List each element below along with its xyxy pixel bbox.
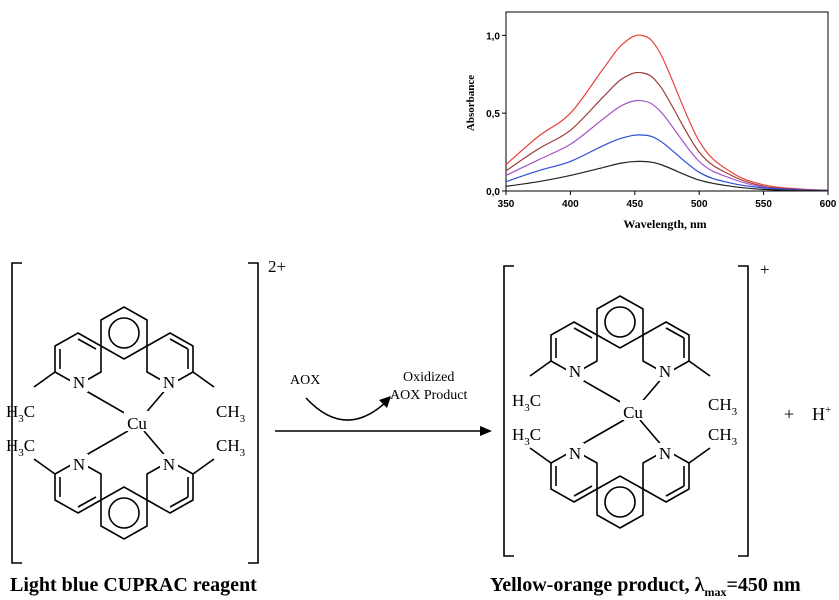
n-atom: N xyxy=(659,362,671,381)
series-line-2 xyxy=(505,71,829,191)
methyl-label: CH3 xyxy=(216,436,246,459)
reaction-arrow-group: AOX Oxidized AOX Product xyxy=(275,370,492,436)
ligand-upper xyxy=(529,295,711,405)
oxidized-label-1: Oxidized xyxy=(403,370,454,385)
y-tick-label: 1,0 xyxy=(486,31,500,42)
methyl-label: H3C xyxy=(512,391,541,414)
x-tick-label: 350 xyxy=(498,199,515,210)
right-caption: Yellow-orange product, λmax=450 nm xyxy=(490,574,801,599)
chart-xlabel: Wavelength, nm xyxy=(623,217,706,231)
series-line-5 xyxy=(505,160,829,192)
n-atom: N xyxy=(163,373,175,392)
absorbance-chart: 350 400 450 500 550 600 0,00,51,0 Absorbance … xyxy=(465,11,837,231)
curved-arrowhead xyxy=(379,396,391,408)
plus-sign: + xyxy=(784,404,794,424)
methyl-label: CH3 xyxy=(216,402,246,425)
n-atom: N xyxy=(659,444,671,463)
right-bracket-open xyxy=(503,265,514,557)
product-charge: + xyxy=(760,260,770,279)
methyl-label: CH3 xyxy=(708,425,738,448)
yellow-product-complex: + N N N N Cu H3C CH3 H3C CH3 + H+ xyxy=(503,260,831,557)
left-bracket-close xyxy=(248,262,259,564)
chart-y-ticks: 0,0 0,5 1,0 xyxy=(486,31,506,198)
cu-atom: Cu xyxy=(127,414,147,433)
y-tick-label: 0,5 xyxy=(486,109,500,120)
n-atom: N xyxy=(73,455,85,474)
curved-arrow xyxy=(305,397,387,421)
n-atom: N xyxy=(163,455,175,474)
series-line-1 xyxy=(505,34,829,191)
methyl-label: CH3 xyxy=(708,395,738,418)
y-tick-label: 0,0 xyxy=(486,187,500,198)
chart-ylabel: Absorbance xyxy=(465,75,477,131)
cu-atom: Cu xyxy=(623,403,643,422)
ligand-lower xyxy=(34,431,214,539)
n-atom: N xyxy=(73,373,85,392)
chart-series-group xyxy=(505,34,829,192)
series-line-4 xyxy=(505,134,829,192)
methyl-label: H3C xyxy=(6,436,35,459)
x-tick-label: 550 xyxy=(755,199,772,210)
x-tick-label: 450 xyxy=(626,199,643,210)
ligand-lower xyxy=(530,420,710,528)
reactant-charge: 2+ xyxy=(268,257,286,276)
methyl-label: H3C xyxy=(6,402,35,425)
left-bracket-open xyxy=(11,262,22,564)
chart-x-ticks: 350 400 450 500 550 600 xyxy=(498,191,837,210)
series-line-3 xyxy=(505,99,829,192)
n-atom: N xyxy=(569,362,581,381)
left-caption: Light blue CUPRAC reagent xyxy=(10,574,257,596)
proton-label: H+ xyxy=(812,404,831,424)
x-tick-label: 500 xyxy=(691,199,708,210)
ligand-upper xyxy=(33,306,215,416)
methyl-label: H3C xyxy=(512,425,541,448)
right-bracket-close xyxy=(738,265,749,557)
x-tick-label: 400 xyxy=(562,199,579,210)
x-tick-label: 600 xyxy=(820,199,837,210)
n-atom: N xyxy=(569,444,581,463)
oxidized-label-2: AOX Product xyxy=(390,388,467,403)
chart-frame xyxy=(505,11,829,192)
reagent-label: AOX xyxy=(290,373,320,388)
reaction-arrowhead xyxy=(480,426,492,436)
cuprac-reagent-complex: 2+ N N N N Cu H3C CH3 H3C CH3 xyxy=(6,257,286,564)
